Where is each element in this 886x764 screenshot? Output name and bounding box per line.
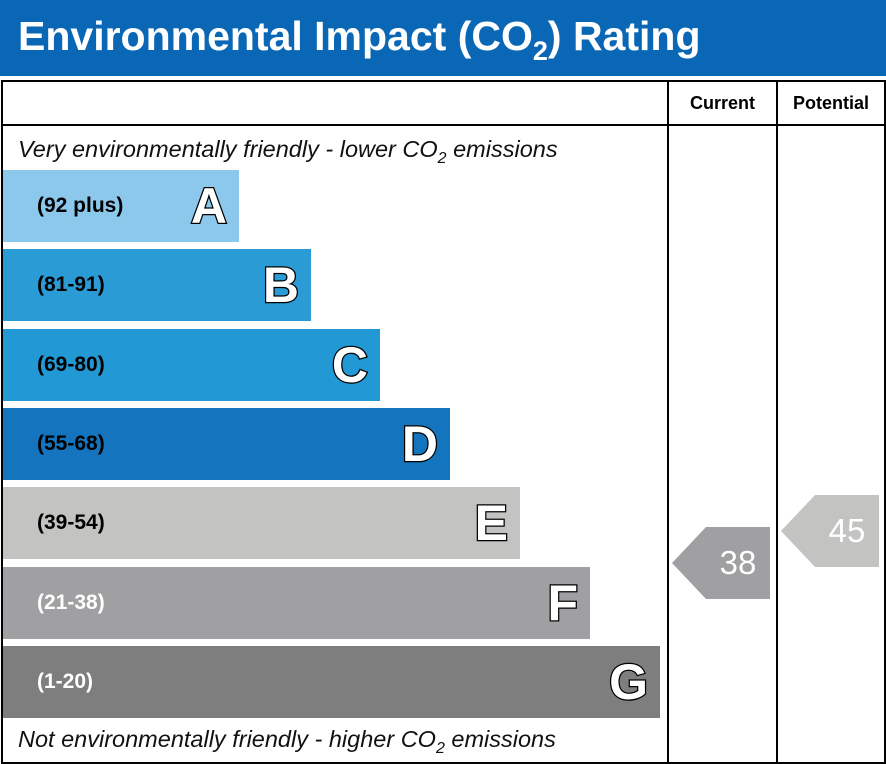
current-column-divider [667, 80, 669, 764]
band-c-range: (69-80) [37, 352, 105, 376]
band-f-range: (21-38) [37, 590, 105, 614]
current-rating-arrow-shape [672, 526, 770, 599]
top-caption: Very environmentally friendly - lower CO… [18, 136, 558, 167]
band-d-letter: D [401, 415, 440, 474]
band-b-range: (81-91) [37, 273, 105, 297]
band-b: (81-91) B [3, 249, 311, 322]
band-a-letter: A [190, 177, 229, 236]
bottom-caption: Not environmentally friendly - higher CO… [18, 726, 556, 757]
potential-column-header: Potential [792, 93, 869, 113]
header-bar: Environmental Impact (CO2) Rating [0, 0, 886, 76]
potential-column-divider [776, 80, 778, 764]
band-g-letter: G [608, 653, 649, 712]
potential-rating-value: 45 [828, 512, 866, 550]
band-e-range: (39-54) [37, 511, 105, 535]
band-a-range: (92 plus) [37, 194, 124, 217]
chart-title: Environmental Impact (CO2) Rating [18, 13, 701, 66]
rating-table-frame [1, 80, 886, 764]
potential-rating-arrow-shape [781, 495, 879, 568]
band-a: (92 plus) A [3, 170, 239, 242]
header-row-divider [1, 124, 886, 126]
band-b-letter: B [262, 256, 301, 315]
band-c: (69-80) C [3, 328, 380, 401]
band-f: (21-38) F [3, 566, 590, 639]
current-column-header: Current [689, 93, 755, 113]
band-g-range: (1-20) [37, 669, 94, 693]
band-e-letter: E [473, 494, 509, 553]
band-f-letter: F [546, 573, 579, 632]
band-c-letter: C [331, 335, 370, 394]
current-rating-value: 38 [719, 543, 757, 581]
band-g: (1-20) G [3, 645, 660, 718]
current-rating-arrow: 38 [672, 526, 770, 599]
potential-rating-arrow: 45 [781, 495, 879, 568]
band-d: (55-68) D [3, 407, 450, 480]
band-d-range: (55-68) [37, 431, 105, 455]
band-e: (39-54) E [3, 487, 520, 560]
